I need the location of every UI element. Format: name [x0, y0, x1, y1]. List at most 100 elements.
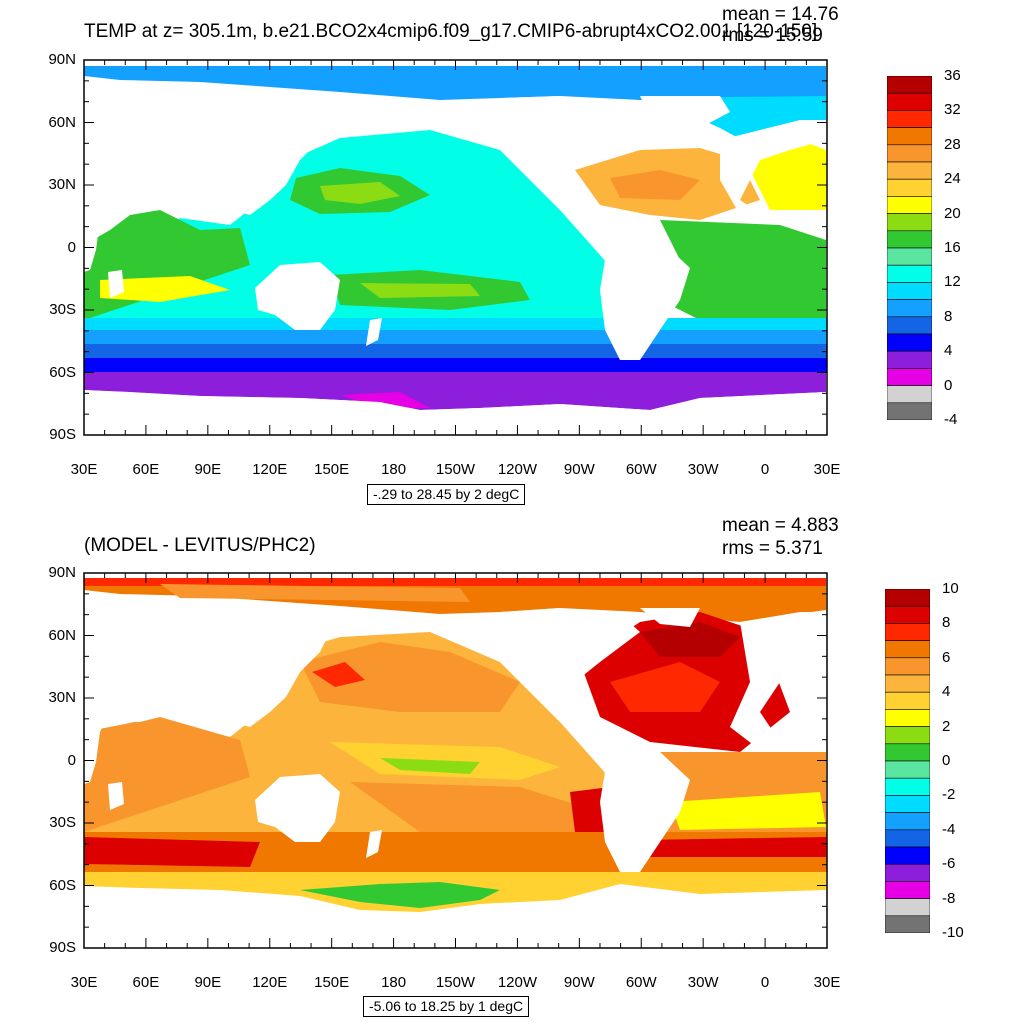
lon-label: 150E — [314, 974, 350, 991]
lon-label: 90E — [194, 974, 222, 991]
colorbar-swatch — [887, 230, 932, 249]
colorbar-swatch — [887, 264, 932, 283]
colorbar-swatch — [885, 777, 930, 796]
lon-label: 150W — [435, 974, 476, 991]
lon-label: 90W — [563, 461, 595, 478]
new-zealand — [366, 318, 382, 346]
colorbar-swatch — [885, 915, 930, 933]
lon-label: 180 — [381, 974, 407, 991]
colorbar-swatch — [885, 623, 930, 641]
arctic-core — [160, 584, 470, 602]
contour-info: -5.06 to 18.25 by 1 degC — [363, 996, 530, 1018]
southern-hot-core — [84, 837, 260, 867]
colorbar-label: 10 — [942, 580, 959, 597]
greenland — [640, 96, 730, 130]
colorbar-swatch — [887, 316, 932, 335]
lat-label: 30S — [49, 814, 76, 831]
ross-sea — [340, 392, 430, 408]
atlantic-north-core — [610, 662, 720, 712]
north-america — [430, 96, 640, 255]
difference-field — [84, 578, 827, 948]
atlantic-north-core — [610, 170, 700, 200]
southern-hot-atl — [640, 837, 826, 857]
colorbar — [885, 589, 930, 933]
south-america — [600, 752, 690, 872]
rms-value: rms = 5.371 — [722, 538, 823, 559]
australia — [255, 774, 340, 842]
greenland — [640, 608, 700, 627]
lat-label: 90S — [49, 939, 76, 956]
colorbar-swatch — [885, 760, 930, 779]
colorbar-swatch — [885, 846, 930, 865]
colorbar-swatch — [887, 402, 932, 420]
colorbar-swatch — [885, 674, 930, 693]
colorbar-swatch — [885, 726, 930, 745]
colorbar-label: 20 — [944, 204, 961, 222]
lon-label: 60W — [625, 461, 657, 478]
lon-label: 120W — [497, 974, 537, 991]
lat-label: 90S — [49, 426, 76, 443]
axis-ticks — [83, 59, 828, 436]
northern-pacific-max — [312, 662, 365, 687]
colorbar-label: 8 — [942, 614, 951, 632]
antarctica — [84, 390, 826, 435]
colorbar-swatch — [887, 213, 932, 232]
lon-label: 90E — [194, 461, 222, 478]
lon-label: 120E — [252, 974, 288, 991]
lon-label: 30E — [70, 974, 98, 991]
temperature-map — [83, 59, 828, 436]
lat-label: 90N — [48, 564, 76, 581]
lon-label: 30E — [813, 461, 841, 478]
colorbar-label: 4 — [942, 683, 951, 701]
difference-map-panel: (MODEL - LEVITUS/PHC2) mean = 4.883 rms … — [0, 512, 1024, 1024]
colorbar-label: 36 — [944, 67, 961, 84]
colorbar-label: -2 — [942, 786, 956, 804]
antarctic-shelf — [84, 372, 826, 410]
colorbar-swatch — [887, 76, 932, 94]
map-title: (MODEL - LEVITUS/PHC2) — [84, 535, 316, 556]
madagascar — [108, 782, 124, 810]
lon-label: 60W — [625, 974, 657, 991]
lon-label: 120E — [252, 461, 288, 478]
lon-label: 0 — [760, 974, 770, 991]
lat-label: 60N — [48, 626, 76, 644]
axis-ticks — [83, 572, 828, 949]
lat-label: 30N — [48, 689, 76, 706]
lon-label: 30W — [687, 974, 719, 991]
lat-label: 0 — [67, 751, 76, 769]
southern-band-1 — [84, 318, 827, 330]
colorbar — [887, 76, 932, 420]
colorbar-swatch — [885, 605, 930, 624]
southern-band-3 — [84, 344, 827, 358]
lon-label: 150E — [314, 461, 350, 478]
colorbar-swatch — [887, 333, 932, 352]
lon-label: 30E — [70, 461, 98, 478]
indian-ocean-core — [100, 276, 230, 302]
colorbar-label: -8 — [942, 889, 956, 907]
colorbar-label: 0 — [942, 752, 951, 769]
colorbar-label: 32 — [944, 101, 961, 119]
colorbar-label: 12 — [944, 273, 961, 291]
rms-value: rms = 15.59 — [722, 25, 823, 46]
colorbar-swatch — [885, 812, 930, 831]
pacific-south-warm — [350, 782, 600, 842]
colorbar-label: -10 — [942, 924, 964, 941]
europe-africa — [730, 612, 826, 752]
colorbar-label: -4 — [942, 820, 956, 838]
indian-ocean — [84, 717, 250, 832]
colorbar-swatch — [885, 657, 930, 676]
colorbar-swatch — [887, 110, 932, 128]
colorbar-swatch — [885, 898, 930, 917]
pacific-south-core — [360, 283, 480, 298]
colorbar-label: 4 — [944, 342, 953, 360]
lat-label: 0 — [67, 238, 76, 256]
madagascar — [108, 270, 124, 298]
colorbar-label: 6 — [942, 648, 951, 666]
australia — [255, 262, 340, 330]
eurasia — [84, 96, 330, 215]
lat-label: 60S — [49, 876, 76, 894]
africa — [84, 190, 110, 272]
colorbar-swatch — [885, 640, 930, 659]
colorbar-swatch — [885, 863, 930, 882]
lon-label: 30W — [687, 461, 719, 478]
